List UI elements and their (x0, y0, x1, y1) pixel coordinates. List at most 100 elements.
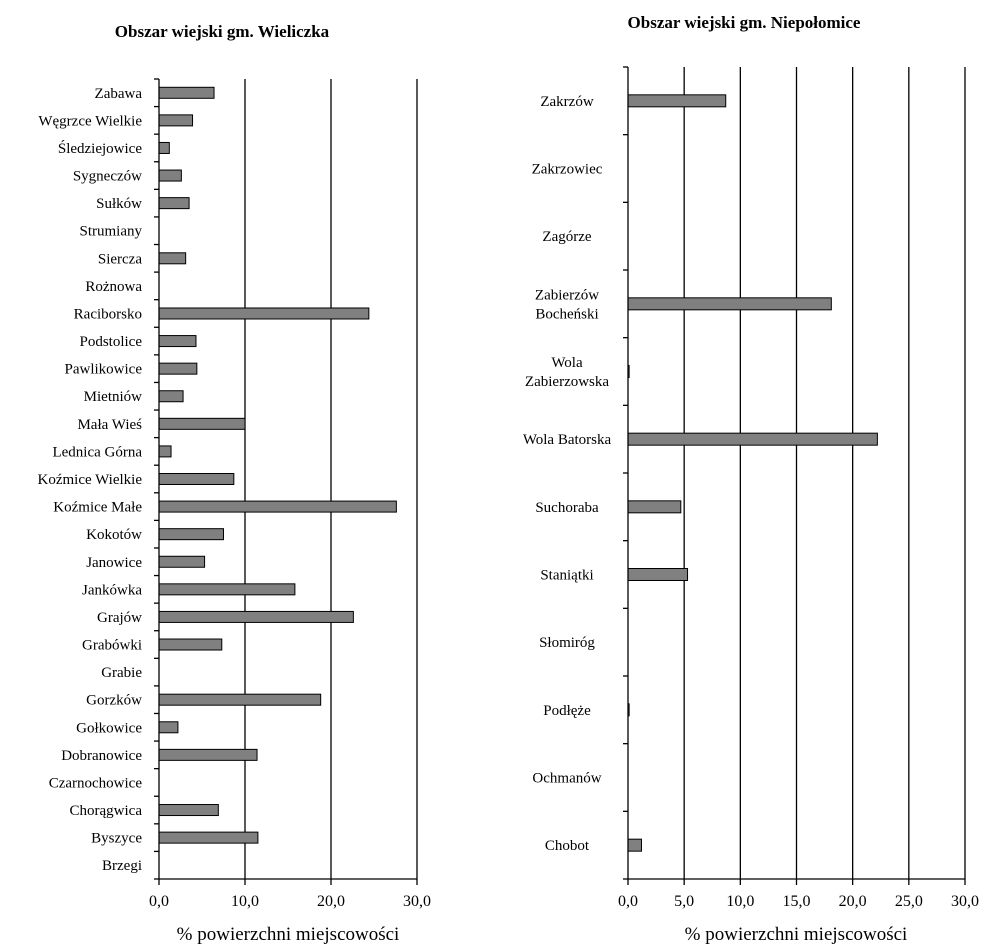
category-label-line: Zagórze (542, 229, 591, 245)
category-label: Wola Zabierzowska (525, 355, 609, 390)
category-label-line: Wola Batorska (523, 432, 612, 448)
bar (158, 390, 184, 403)
bar (158, 335, 197, 348)
category-label: Byszyce (91, 831, 142, 847)
category-label-line: Zabierzowska (525, 374, 609, 390)
x-tick-label: 0,0 (618, 893, 638, 910)
bar (158, 500, 397, 513)
category-label: Janowice (86, 555, 142, 571)
x-tick-label: 20,0 (317, 893, 345, 910)
bar (627, 568, 689, 581)
category-label: Zabierzów Bocheński (535, 287, 599, 322)
bar (158, 86, 215, 99)
bar (158, 252, 187, 265)
x-tick-label: 10,0 (231, 893, 259, 910)
category-label: Chobot (545, 838, 590, 854)
category-label: Grabie (101, 665, 142, 681)
bar (158, 197, 190, 210)
category-label: Mała Wieś (77, 417, 142, 433)
category-label: Jankówka (82, 582, 142, 598)
category-label: Strumiany (80, 224, 143, 240)
x-tick-label: 25,0 (895, 893, 923, 910)
category-label-line: Podłęże (543, 703, 591, 719)
category-label: Brzegi (102, 858, 142, 874)
category-label: Lednica Górna (52, 444, 142, 460)
category-label: Sygneczów (73, 169, 142, 185)
x-tick-label: 0,0 (149, 893, 169, 910)
category-label: Zagórze (542, 229, 591, 245)
x-tick-label: 30,0 (951, 893, 979, 910)
bar (158, 555, 206, 568)
category-label: Staniątki (540, 568, 593, 584)
bar (158, 804, 219, 817)
category-label: Gołkowice (76, 720, 142, 736)
bar (158, 610, 354, 623)
category-label: Suchoraba (535, 500, 599, 516)
bar (627, 500, 682, 514)
category-label: Wola Batorska (523, 432, 612, 448)
category-label: Gorzków (86, 693, 142, 709)
bar (158, 638, 223, 651)
category-label: Rożnowa (85, 279, 142, 295)
category-label-line: Wola (551, 355, 583, 371)
category-label: Pawlikowice (65, 362, 143, 378)
bar (158, 307, 370, 320)
category-label: Podstolice (80, 334, 143, 350)
category-label: Siercza (98, 251, 142, 267)
category-label: Podłęże (543, 703, 591, 719)
x-tick-label: 15,0 (783, 893, 811, 910)
category-label: Chorągwica (70, 803, 143, 819)
category-label: Ochmanów (532, 771, 601, 787)
category-label: Koźmice Małe (53, 500, 142, 516)
bar (158, 362, 198, 375)
x-tick-label: 30,0 (403, 893, 431, 910)
category-label: Koźmice Wielkie (38, 472, 143, 488)
category-label: Słomiróg (539, 635, 595, 651)
x-axis-label: % powierzchni miejscowości (685, 924, 908, 945)
category-label: Czarnochowice (49, 775, 143, 791)
bar (627, 838, 642, 852)
bar (158, 748, 258, 761)
bar (158, 114, 194, 127)
bar (627, 297, 832, 311)
bar (627, 94, 727, 108)
category-label: Kokotów (86, 527, 142, 543)
category-label: Zakrzowiec (532, 162, 603, 178)
x-tick-label: 20,0 (839, 893, 867, 910)
bar (627, 432, 878, 446)
category-label-line: Staniątki (540, 568, 593, 584)
bar (158, 445, 172, 458)
bar (158, 473, 235, 485)
category-label: Sułków (96, 196, 142, 212)
bar (158, 693, 322, 706)
bar (158, 169, 182, 182)
category-label-line: Zakrzów (540, 94, 593, 110)
chart-title: Obszar wiejski gm. Wieliczka (115, 22, 330, 41)
x-axis-label: % powierzchni miejscowości (177, 924, 400, 945)
category-label-line: Bocheński (535, 306, 598, 322)
chart-1: Obszar wiejski gm. Wieliczka 0,0 10,0 20,0 3… (38, 22, 432, 945)
category-label-line: Zakrzowiec (532, 162, 603, 178)
category-label: Grabówki (82, 638, 142, 654)
bar (158, 528, 224, 541)
chart-title: Obszar wiejski gm. Niepołomice (628, 13, 861, 32)
category-label: Śledziejowice (58, 140, 142, 157)
bar (158, 831, 259, 844)
bar (158, 417, 246, 430)
bar (158, 141, 170, 154)
x-tick-label: 5,0 (674, 893, 694, 910)
category-label: Zakrzów (540, 94, 593, 110)
category-label: Grajów (97, 610, 142, 626)
category-label: Raciborsko (74, 306, 142, 322)
bar (158, 721, 179, 734)
category-label-line: Chobot (545, 838, 590, 854)
category-label-line: Zabierzów (535, 287, 599, 303)
category-label-line: Suchoraba (535, 500, 599, 516)
x-tick-label: 10,0 (726, 893, 754, 910)
category-label: Zabawa (95, 86, 143, 102)
chart-2: Obszar wiejski gm. Niepołomice 0,0 5,0 10,0… (523, 13, 979, 945)
category-label: Węgrzce Wielkie (38, 113, 142, 129)
category-label: Mietniów (84, 389, 142, 405)
category-label-line: Słomiróg (539, 635, 595, 651)
